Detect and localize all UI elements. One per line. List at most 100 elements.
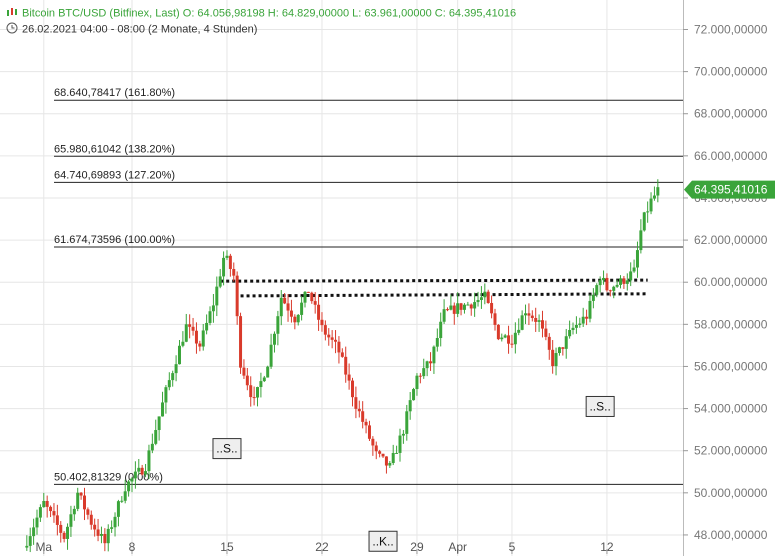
candle <box>205 314 209 335</box>
fib-level-label: 64.740,69893 (127.20%) <box>54 169 175 181</box>
candle <box>364 418 368 434</box>
candle <box>62 531 66 543</box>
candle <box>276 310 280 346</box>
candle <box>211 293 215 323</box>
candle <box>296 314 300 326</box>
candle <box>452 302 456 325</box>
candle <box>72 505 76 521</box>
candle <box>256 386 260 407</box>
candle <box>585 309 589 326</box>
candle <box>334 330 338 354</box>
neckline <box>220 278 648 283</box>
candle <box>225 250 229 261</box>
candle <box>551 340 555 374</box>
candle <box>500 333 504 342</box>
candle <box>442 299 446 324</box>
candle <box>561 346 565 356</box>
fib-level-label: 61.674,73596 (100.00%) <box>54 234 175 246</box>
candle <box>184 313 188 343</box>
y-tick-label: 60.000,00000 <box>694 275 768 289</box>
candle <box>622 275 626 289</box>
candle <box>110 520 114 533</box>
candle <box>513 322 517 354</box>
candle <box>405 404 409 441</box>
candle <box>466 301 470 306</box>
y-tick-label: 68.000,00000 <box>694 107 768 121</box>
candle <box>483 283 487 305</box>
pattern-label: ..K.. <box>368 530 398 552</box>
pattern-label: ..S.. <box>212 438 242 460</box>
candle <box>49 505 53 518</box>
candle <box>408 392 412 420</box>
candle <box>540 310 544 338</box>
candle <box>96 518 100 542</box>
candle <box>82 487 86 521</box>
candle <box>357 400 361 418</box>
candle <box>177 339 181 365</box>
candle <box>652 186 656 201</box>
candle <box>435 328 439 352</box>
candle <box>520 310 524 331</box>
candle <box>249 376 253 407</box>
candle <box>432 345 436 374</box>
candle <box>595 283 599 298</box>
fib-level-label: 68.640,78417 (161.80%) <box>54 87 175 99</box>
candle <box>167 372 171 391</box>
pattern-annotations: ..S.. ..K.. ..S.. <box>212 395 615 552</box>
candle <box>462 303 466 314</box>
candle <box>412 387 416 401</box>
pattern-label: ..S.. <box>585 395 615 417</box>
candle <box>439 312 443 347</box>
candle <box>327 328 331 346</box>
candle <box>530 310 534 322</box>
candle <box>232 262 236 282</box>
period-line: 26.02.2021 04:00 - 08:00 (2 Monate, 4 St… <box>22 23 258 36</box>
candle <box>330 330 334 349</box>
candle <box>42 492 46 508</box>
candle <box>574 316 578 334</box>
candle <box>524 304 528 325</box>
candle <box>588 294 592 323</box>
candle <box>272 331 276 353</box>
candle <box>568 320 572 339</box>
candle <box>259 372 263 398</box>
candle <box>55 504 59 536</box>
y-tick-label: 56.000,00000 <box>694 359 768 373</box>
candle <box>608 289 612 297</box>
candle <box>578 317 582 328</box>
instrument-header: Bitcoin BTC/USD (Bitfinex, Last) O: 64.0… <box>6 6 516 21</box>
candle <box>544 320 548 341</box>
candle <box>547 333 551 360</box>
candle <box>130 476 134 493</box>
candle <box>306 291 310 293</box>
candle <box>581 307 585 327</box>
fib-level-label: 65.980,61042 (138.20%) <box>54 143 175 155</box>
candle <box>425 360 429 377</box>
neckline <box>240 292 648 298</box>
candle <box>157 416 161 441</box>
candle <box>181 331 185 348</box>
fibonacci-levels: 73.846,65863 (200.00%)68.640,78417 (161.… <box>54 87 683 485</box>
candle <box>625 273 629 291</box>
candle <box>300 296 304 321</box>
candle <box>649 192 653 215</box>
x-tick-label: 15 <box>220 540 234 554</box>
candle <box>93 518 97 537</box>
y-tick-label: 58.000,00000 <box>694 317 768 331</box>
candle <box>415 373 419 396</box>
candlesticks <box>25 179 660 553</box>
candle <box>32 518 36 545</box>
candle <box>59 521 63 543</box>
x-tick-label: 29 <box>410 540 424 554</box>
candle <box>45 495 49 518</box>
candlestick-chart-icon <box>6 6 18 21</box>
candle <box>395 445 399 454</box>
candle <box>66 523 70 550</box>
x-tick-label: Ma <box>35 540 52 554</box>
candle <box>99 526 103 544</box>
candle <box>144 463 148 478</box>
candle <box>381 453 385 458</box>
candle <box>496 324 500 341</box>
instrument-line: Bitcoin BTC/USD (Bitfinex, Last) O: 64.0… <box>22 7 517 20</box>
